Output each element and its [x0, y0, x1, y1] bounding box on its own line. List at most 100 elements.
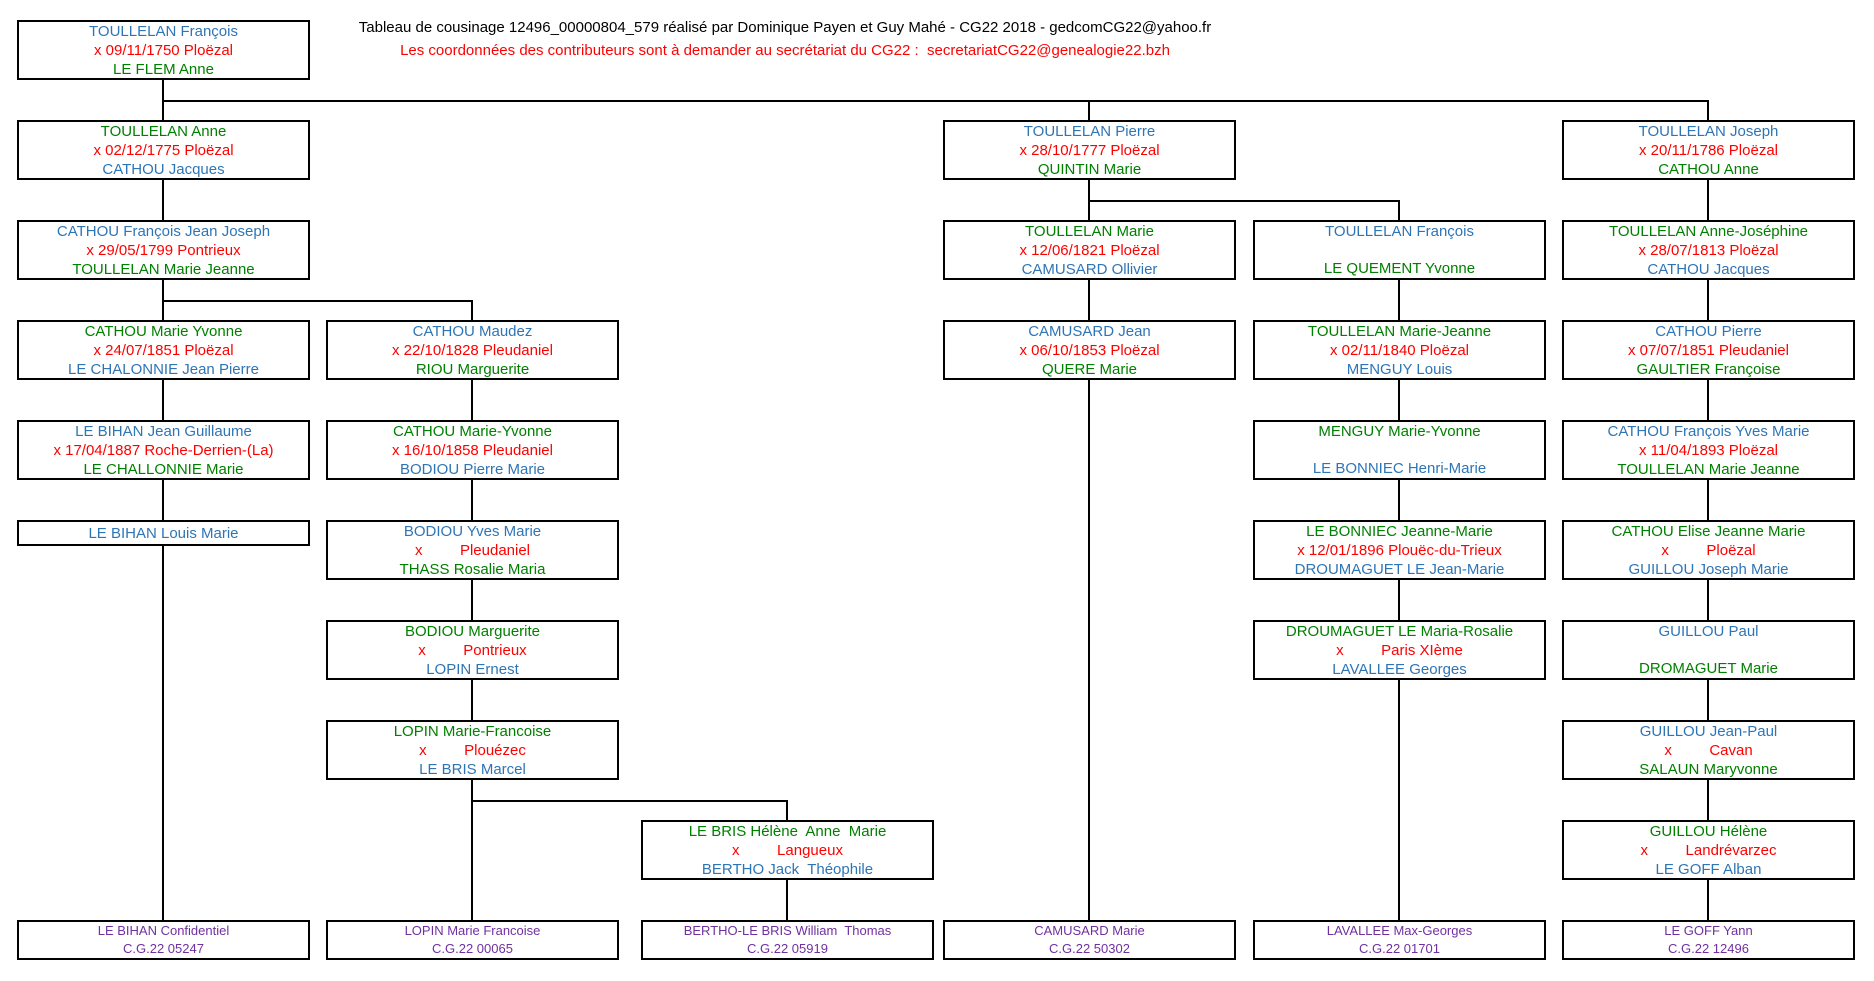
- spouse-name: CATHOU Jacques: [102, 160, 225, 178]
- tree-node: CATHOU Pierre x 07/07/1851 Pleudaniel GAUL…: [1562, 320, 1855, 380]
- connector-line-horizontal: [162, 100, 1709, 102]
- spouse-name: LE QUEMENT Yvonne: [1323, 260, 1476, 277]
- marriage-info: x 06/10/1853 Ploëzal: [1019, 341, 1160, 359]
- spouse-name: BODIOU Pierre Marie: [399, 460, 546, 478]
- connector-line-vertical: [786, 800, 788, 820]
- connector-line-vertical: [1398, 680, 1400, 920]
- marriage-info: x Langueux: [732, 841, 843, 859]
- connector-line-vertical: [1398, 480, 1400, 520]
- marriage-info: x 17/04/1887 Roche-Derrien-(La): [53, 441, 274, 459]
- person-name: CATHOU Maudez: [412, 322, 533, 340]
- tree-node: MENGUY Marie-Yvonne LE BONNIEC Henri-Mari…: [1253, 420, 1546, 480]
- connector-line-vertical: [162, 546, 164, 920]
- spouse-name: DROUMAGUET LE Jean-Marie: [1294, 560, 1505, 578]
- tree-node: CATHOU François Yves Marie x 11/04/1893 P…: [1562, 420, 1855, 480]
- marriage-info: x Cavan: [1664, 741, 1753, 759]
- marriage-info: x 24/07/1851 Ploëzal: [93, 341, 234, 359]
- tree-node: CAMUSARD Jean x 06/10/1853 Ploëzal QUERE M…: [943, 320, 1236, 380]
- marriage-info: x 02/11/1840 Ploëzal: [1330, 341, 1469, 359]
- connector-line-vertical: [1707, 480, 1709, 520]
- marriage-info: x 22/10/1828 Pleudaniel: [392, 341, 553, 359]
- contact-id: C.G.22 05247: [123, 941, 204, 956]
- spouse-name: QUINTIN Marie: [1037, 160, 1142, 178]
- person-name: CATHOU François Jean Joseph: [56, 222, 271, 240]
- person-name: DROUMAGUET LE Maria-Rosalie: [1285, 622, 1514, 640]
- tree-node: LE BIHAN Louis Marie: [17, 520, 310, 546]
- tree-node: TOULLELAN Anne-Joséphine x 28/07/1813 Plo…: [1562, 220, 1855, 280]
- contact-notice: Les coordonnées des contributeurs sont à…: [400, 42, 1170, 59]
- spouse-name: LAVALLEE Georges: [1332, 660, 1467, 678]
- marriage-info: x 28/10/1777 Ploëzal: [1019, 141, 1160, 159]
- connector-line-vertical: [471, 580, 473, 620]
- person-name: CAMUSARD Jean: [1028, 322, 1151, 340]
- marriage-info: x Landrévarzec: [1640, 841, 1777, 859]
- connector-line-vertical: [1398, 580, 1400, 620]
- marriage-info: x Plouézec: [419, 741, 526, 759]
- spouse-name: DROMAGUET Marie: [1639, 660, 1778, 677]
- person-name: TOULLELAN Pierre: [1023, 122, 1156, 140]
- contact-id: C.G.22 05919: [747, 941, 828, 956]
- person-name: TOULLELAN Anne: [100, 122, 227, 140]
- marriage-info: x 28/07/1813 Ploëzal: [1638, 241, 1779, 259]
- contact-node: LE GOFF Yann C.G.22 12496: [1562, 920, 1855, 960]
- person-name: CATHOU Elise Jeanne Marie: [1611, 522, 1806, 540]
- tree-node: BODIOU Marguerite x Pontrieux LOPIN Ernest: [326, 620, 619, 680]
- tree-node: LE BRIS Hélène Anne Marie x Langueux BERTH…: [641, 820, 934, 880]
- connector-line-vertical: [471, 380, 473, 420]
- tree-node: TOULLELAN Anne x 02/12/1775 Ploëzal CATHOU…: [17, 120, 310, 180]
- person-name: GUILLOU Hélène: [1649, 822, 1768, 840]
- person-name: LE BIHAN Louis Marie: [88, 524, 239, 542]
- marriage-info: x 20/11/1786 Ploëzal: [1639, 141, 1778, 159]
- connector-line-vertical: [1088, 380, 1090, 920]
- spouse-name: SALAUN Maryvonne: [1639, 760, 1778, 778]
- connector-line-horizontal: [471, 800, 788, 802]
- spouse-name: CATHOU Jacques: [1647, 260, 1770, 278]
- tree-node: LOPIN Marie-Francoise x Plouézec LE BRIS M…: [326, 720, 619, 780]
- contact-name: CAMUSARD Marie: [1034, 923, 1145, 938]
- marriage-info: x 12/01/1896 Plouëc-du-Trieux: [1297, 541, 1502, 559]
- contact-node: CAMUSARD Marie C.G.22 50302: [943, 920, 1236, 960]
- person-name: TOULLELAN Joseph: [1638, 122, 1779, 140]
- spouse-name: BERTHO Jack Théophile: [701, 860, 874, 878]
- connector-line-vertical: [471, 300, 473, 320]
- tree-node: DROUMAGUET LE Maria-Rosalie x Paris XIème…: [1253, 620, 1546, 680]
- marriage-info: x 29/05/1799 Pontrieux: [86, 241, 241, 259]
- connector-line-vertical: [1707, 780, 1709, 820]
- person-name: GUILLOU Jean-Paul: [1639, 722, 1778, 740]
- contact-id: C.G.22 01701: [1359, 941, 1440, 956]
- connector-line-vertical: [1088, 100, 1090, 120]
- person-name: CATHOU Marie Yvonne: [84, 322, 243, 340]
- marriage-info: x 09/11/1750 Ploëzal: [94, 41, 233, 59]
- spouse-name: MENGUY Louis: [1346, 360, 1453, 378]
- connector-line-vertical: [1398, 200, 1400, 220]
- tree-node: GUILLOU Jean-Paul x Cavan SALAUN Maryvonne: [1562, 720, 1855, 780]
- contact-name: LOPIN Marie Francoise: [404, 923, 541, 938]
- spouse-name: GAULTIER Françoise: [1636, 360, 1781, 378]
- person-name: GUILLOU Paul: [1658, 623, 1759, 640]
- tree-node: LE BONNIEC Jeanne-Marie x 12/01/1896 Plou…: [1253, 520, 1546, 580]
- connector-line-vertical: [1707, 180, 1709, 220]
- connector-line-vertical: [1707, 100, 1709, 120]
- tree-node: CATHOU Marie-Yvonne x 16/10/1858 Pleudani…: [326, 420, 619, 480]
- marriage-info: x Paris XIème: [1336, 641, 1463, 659]
- person-name: MENGUY Marie-Yvonne: [1318, 423, 1481, 440]
- contact-node: LE BIHAN Confidentiel C.G.22 05247: [17, 920, 310, 960]
- spouse-name: RIOU Marguerite: [415, 360, 530, 378]
- connector-line-vertical: [1088, 280, 1090, 320]
- spouse-name: QUERE Marie: [1041, 360, 1138, 378]
- tree-node: TOULLELAN Pierre x 28/10/1777 Ploëzal QUIN…: [943, 120, 1236, 180]
- person-name: TOULLELAN Marie: [1025, 222, 1154, 240]
- title-block: Tableau de cousinage 12496_00000804_579 …: [350, 16, 1220, 62]
- marriage-info: x 12/06/1821 Ploëzal: [1019, 241, 1160, 259]
- person-name: CATHOU Marie-Yvonne: [393, 422, 552, 440]
- spouse-name: LE CHALLONNIE Marie: [83, 460, 244, 478]
- marriage-info: x 11/04/1893 Ploëzal: [1639, 441, 1778, 459]
- marriage-info: x Pontrieux: [418, 641, 527, 659]
- connector-line-vertical: [1707, 380, 1709, 420]
- connector-line-vertical: [1398, 380, 1400, 420]
- person-name: BODIOU Yves Marie: [403, 522, 542, 540]
- marriage-info: x 02/12/1775 Ploëzal: [93, 141, 234, 159]
- spouse-name: LE FLEM Anne: [113, 60, 214, 78]
- tree-node: TOULLELAN Marie-Jeanne x 02/11/1840 Ploëz…: [1253, 320, 1546, 380]
